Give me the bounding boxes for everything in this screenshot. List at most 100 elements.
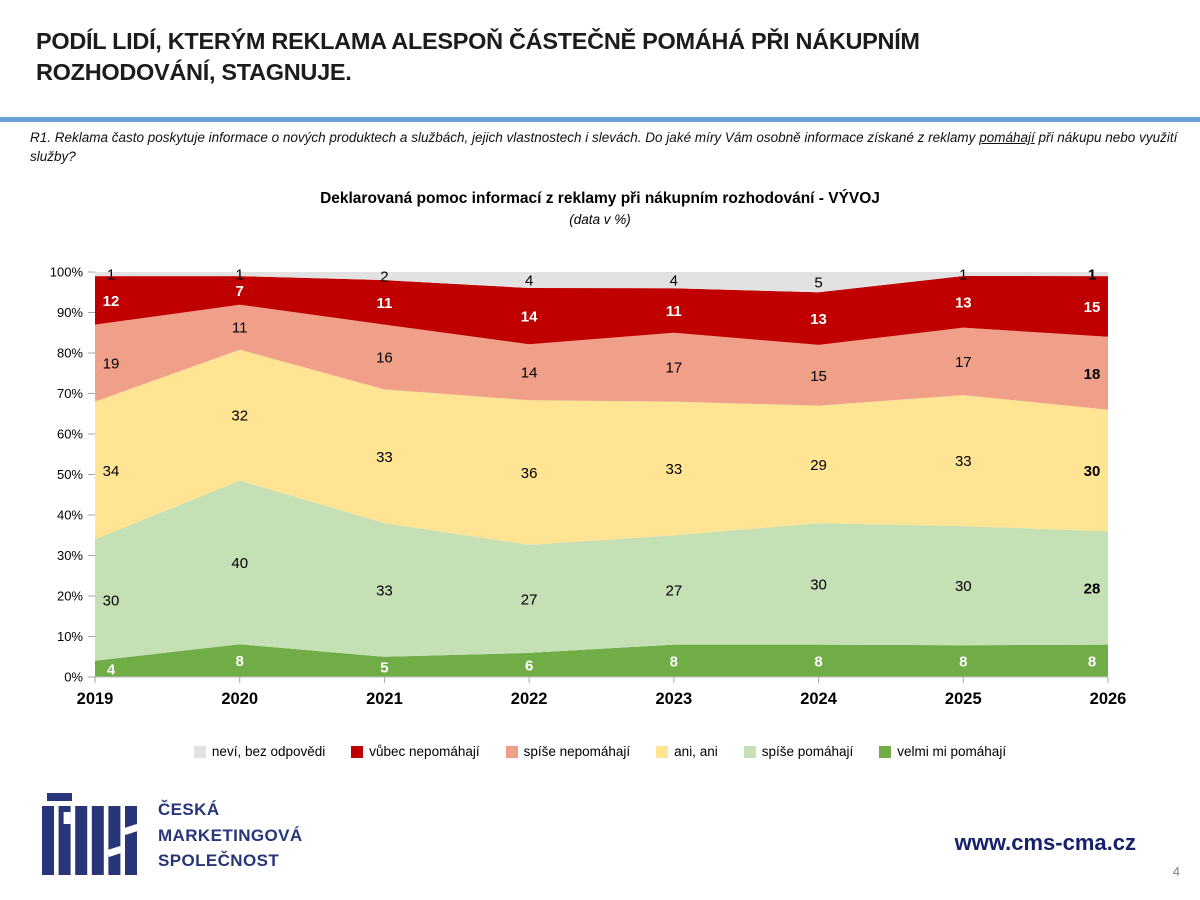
x-tick-label: 2025 bbox=[945, 690, 982, 708]
data-label-spise-nepomahaji-2023: 17 bbox=[666, 360, 683, 377]
data-label-vubec-nepomahaji-2021: 11 bbox=[376, 295, 392, 312]
data-label-vubec-nepomahaji-2019: 12 bbox=[103, 293, 120, 310]
data-label-vubec-nepomahaji-2025: 13 bbox=[955, 294, 972, 311]
data-label-spise-pomahaji-2025: 30 bbox=[955, 578, 972, 595]
data-label-ani-ani-2022: 36 bbox=[521, 465, 538, 482]
logo-bar-5 bbox=[108, 806, 121, 875]
logo-bar-1 bbox=[42, 806, 54, 875]
org-name-line3: SPOLEČNOST bbox=[158, 851, 280, 870]
y-tick-label: 60% bbox=[57, 427, 83, 442]
legend-swatch-ani-ani bbox=[656, 745, 669, 758]
y-tick-label: 90% bbox=[57, 305, 83, 320]
logo-cap bbox=[47, 793, 72, 801]
legend-swatch-velmi-mi-pomahaji bbox=[879, 745, 892, 758]
org-name: ČESKÁ MARKETINGOVÁ SPOLEČNOST bbox=[158, 797, 303, 874]
x-tick-label: 2019 bbox=[77, 690, 114, 708]
data-label-spise-pomahaji-2024: 30 bbox=[810, 576, 827, 593]
legend-item-spise-pomahaji: spíše pomáhají bbox=[743, 744, 854, 759]
data-label-nevi-bez-odpovedi-2019: 1 bbox=[107, 267, 115, 284]
divider-line bbox=[0, 117, 1200, 122]
data-label-spise-nepomahaji-2021: 16 bbox=[376, 350, 393, 367]
logo-notch-s2 bbox=[123, 823, 139, 835]
y-tick-label: 80% bbox=[57, 346, 83, 361]
data-label-spise-pomahaji-2020: 40 bbox=[231, 555, 248, 572]
data-label-nevi-bez-odpovedi-2022: 4 bbox=[525, 273, 533, 290]
data-label-spise-pomahaji-2023: 27 bbox=[666, 582, 683, 599]
data-label-velmi-mi-pomahaji-2025: 8 bbox=[959, 654, 967, 671]
data-label-velmi-mi-pomahaji-2020: 8 bbox=[236, 653, 244, 670]
data-label-nevi-bez-odpovedi-2020: 1 bbox=[236, 267, 244, 284]
chart-areas bbox=[95, 272, 1108, 677]
legend-swatch-spise-nepomahaji bbox=[505, 745, 518, 758]
data-label-ani-ani-2024: 29 bbox=[810, 457, 827, 474]
area-nevi-bez-odpovedi bbox=[95, 272, 1108, 293]
page-number: 4 bbox=[1172, 864, 1180, 879]
legend-item-ani-ani: ani, ani bbox=[656, 744, 718, 759]
data-label-nevi-bez-odpovedi-2021: 2 bbox=[380, 269, 388, 286]
legend-label-ani-ani: ani, ani bbox=[674, 744, 718, 759]
data-label-velmi-mi-pomahaji-2026: 8 bbox=[1088, 653, 1096, 670]
question-part2: při nákupu nebo využití služby? bbox=[30, 130, 1178, 164]
data-label-ani-ani-2026: 30 bbox=[1084, 463, 1101, 480]
legend-label-velmi-mi-pomahaji: velmi mi pomáhají bbox=[897, 744, 1007, 759]
x-tick-label: 2026 bbox=[1090, 690, 1127, 708]
area-vubec-nepomahaji bbox=[95, 276, 1108, 345]
chart-title: Deklarovaná pomoc informací z reklamy př… bbox=[320, 190, 880, 207]
y-tick-label: 0% bbox=[64, 670, 83, 685]
area-spise-nepomahaji bbox=[95, 304, 1108, 410]
area-velmi-mi-pomahaji bbox=[95, 644, 1108, 677]
logo-bar-4 bbox=[91, 806, 104, 875]
data-label-vubec-nepomahaji-2024: 13 bbox=[810, 311, 827, 328]
y-tick-label: 40% bbox=[57, 508, 83, 523]
data-label-nevi-bez-odpovedi-2024: 5 bbox=[814, 275, 822, 292]
logo-bar-3 bbox=[75, 806, 88, 875]
legend-item-vubec-nepomahaji: vůbec nepomáhají bbox=[351, 744, 480, 759]
logo-bar-6 bbox=[125, 806, 137, 875]
data-label-nevi-bez-odpovedi-2026: 1 bbox=[1088, 267, 1096, 284]
data-label-vubec-nepomahaji-2020: 7 bbox=[236, 283, 244, 300]
legend-label-nevi-bez-odpovedi: neví, bez odpovědi bbox=[211, 744, 326, 759]
data-label-spise-pomahaji-2021: 33 bbox=[376, 582, 393, 599]
data-label-spise-pomahaji-2019: 30 bbox=[103, 593, 120, 610]
legend-swatch-vubec-nepomahaji bbox=[351, 745, 364, 758]
data-label-vubec-nepomahaji-2026: 15 bbox=[1084, 299, 1101, 316]
data-label-spise-nepomahaji-2026: 18 bbox=[1084, 366, 1101, 383]
logo-notch-s1 bbox=[106, 845, 123, 857]
question-underlined-term: pomáhají bbox=[979, 130, 1035, 145]
x-tick-label: 2023 bbox=[655, 690, 692, 708]
stacked-area-chart: 0% 10% 20% 30% 40% 50% 60% 70% 80% 90% 100% 2019 202… bbox=[50, 265, 1127, 709]
question-part1: R1. Reklama často poskytuje informace o … bbox=[30, 130, 980, 145]
data-label-ani-ani-2020: 32 bbox=[231, 408, 248, 425]
data-label-spise-pomahaji-2022: 27 bbox=[521, 591, 538, 608]
x-tick-label: 2020 bbox=[221, 690, 258, 708]
x-tick-label: 2021 bbox=[366, 690, 403, 708]
data-label-ani-ani-2019: 34 bbox=[103, 463, 120, 480]
data-label-velmi-mi-pomahaji-2023: 8 bbox=[670, 653, 678, 670]
data-label-ani-ani-2021: 33 bbox=[376, 449, 393, 466]
data-label-nevi-bez-odpovedi-2025: 1 bbox=[959, 266, 967, 283]
x-tick-label: 2022 bbox=[511, 690, 548, 708]
data-label-spise-nepomahaji-2019: 19 bbox=[103, 356, 120, 373]
data-label-spise-nepomahaji-2024: 15 bbox=[810, 368, 827, 385]
data-label-spise-nepomahaji-2022: 14 bbox=[521, 365, 538, 382]
chart-legend: neví, bez odpovědi vůbec nepomáhají spíše … bbox=[0, 744, 1200, 759]
data-label-ani-ani-2023: 33 bbox=[666, 461, 683, 478]
data-label-nevi-bez-odpovedi-2023: 4 bbox=[670, 273, 678, 290]
y-axis: 0% 10% 20% 30% 40% 50% 60% 70% 80% 90% 100% bbox=[50, 265, 84, 685]
logo-notch-c bbox=[63, 812, 71, 824]
org-name-line2: MARKETINGOVÁ bbox=[158, 825, 303, 845]
y-tick-label: 70% bbox=[57, 386, 83, 401]
question-text: R1. Reklama často poskytuje informace o … bbox=[30, 128, 1182, 166]
data-label-spise-pomahaji-2026: 28 bbox=[1084, 580, 1101, 597]
legend-label-vubec-nepomahaji: vůbec nepomáhají bbox=[369, 744, 480, 759]
data-label-velmi-mi-pomahaji-2022: 6 bbox=[525, 657, 533, 674]
y-tick-label: 20% bbox=[57, 589, 83, 604]
area-ani-ani bbox=[95, 349, 1108, 545]
chart-subtitle: (data v %) bbox=[569, 212, 631, 227]
legend-label-spise-pomahaji: spíše pomáhají bbox=[761, 744, 854, 759]
area-spise-pomahaji bbox=[95, 480, 1108, 661]
data-label-vubec-nepomahaji-2023: 11 bbox=[666, 303, 682, 320]
x-axis: 2019 2020 2021 2022 2023 2024 2025 2026 bbox=[77, 676, 1127, 708]
